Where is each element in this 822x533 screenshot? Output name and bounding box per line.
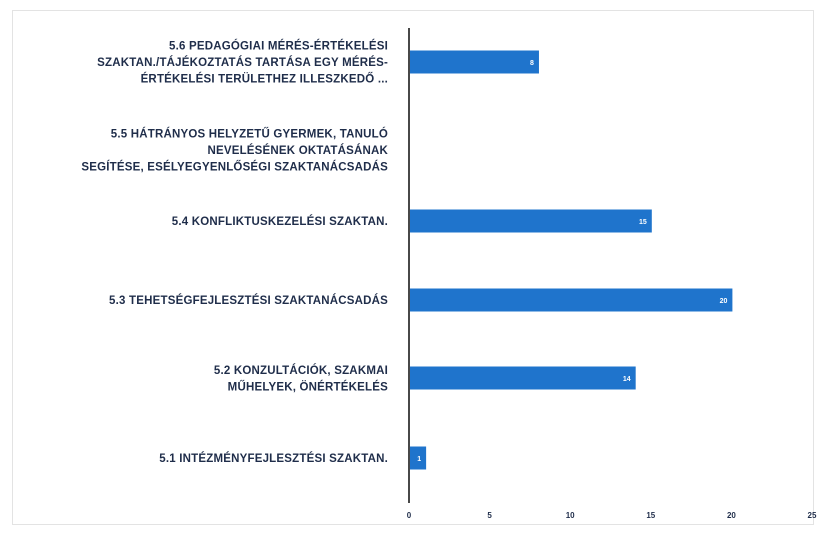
category-label: 5.2 KONZULTÁCIÓK, SZAKMAI MŰHELYEK, ÖNÉRT… bbox=[214, 364, 388, 394]
category-label-line: ÉRTÉKELÉSI TERÜLETHEZ ILLESZKEDŐ ... bbox=[141, 73, 388, 86]
x-tick-label: 15 bbox=[646, 511, 655, 520]
category-label: 5.1 INTÉZMÉNYFEJLESZTÉSI SZAKTAN. bbox=[159, 452, 388, 465]
category-label: 5.4 KONFLIKTUSKEZELÉSI SZAKTAN. bbox=[172, 215, 388, 228]
category-label-line: 5.4 KONFLIKTUSKEZELÉSI SZAKTAN. bbox=[172, 215, 388, 228]
category-label-line: 5.6 PEDAGÓGIAI MÉRÉS-ÉRTÉKELÉSI bbox=[169, 40, 388, 53]
category-labels: 5.6 PEDAGÓGIAI MÉRÉS-ÉRTÉKELÉSI SZAKTAN./… bbox=[81, 40, 388, 466]
bars bbox=[410, 50, 733, 470]
category-label-line: 5.5 HÁTRÁNYOS HELYZETŰ GYERMEK, TANULÓ bbox=[111, 128, 388, 141]
data-labels: 8 15 20 14 1 bbox=[417, 60, 727, 463]
category-label-line: 5.2 KONZULTÁCIÓK, SZAKMAI bbox=[214, 364, 388, 377]
category-label: 5.3 TEHETSÉGFEJLESZTÉSI SZAKTANÁCSADÁS bbox=[109, 294, 388, 307]
x-tick-label: 0 bbox=[407, 511, 412, 520]
category-label-line: MŰHELYEK, ÖNÉRTÉKELÉS bbox=[228, 380, 388, 393]
bar-value-label: 14 bbox=[623, 376, 631, 383]
bar bbox=[410, 288, 733, 312]
category-label-line: SZAKTAN./TÁJÉKOZTATÁS TARTÁSA EGY MÉRÉS- bbox=[97, 56, 388, 69]
category-label-line: 5.1 INTÉZMÉNYFEJLESZTÉSI SZAKTAN. bbox=[159, 452, 388, 465]
category-label: 5.6 PEDAGÓGIAI MÉRÉS-ÉRTÉKELÉSI SZAKTAN./… bbox=[97, 40, 388, 86]
chart-border bbox=[12, 10, 814, 525]
x-tick-label: 10 bbox=[566, 511, 575, 520]
x-tick-label: 25 bbox=[808, 511, 817, 520]
category-label: 5.5 HÁTRÁNYOS HELYZETŰ GYERMEK, TANULÓ NE… bbox=[81, 128, 388, 174]
x-tick-label: 5 bbox=[487, 511, 492, 520]
bar-value-label: 1 bbox=[417, 456, 421, 463]
bar bbox=[410, 209, 652, 233]
category-label-line: 5.3 TEHETSÉGFEJLESZTÉSI SZAKTANÁCSADÁS bbox=[109, 294, 388, 307]
bar-value-label: 15 bbox=[639, 219, 647, 226]
x-tick-label: 20 bbox=[727, 511, 736, 520]
category-label-line: NEVELÉSÉNEK OKTATÁSÁNAK bbox=[207, 144, 388, 157]
x-tick-labels: 0 5 10 15 20 25 bbox=[407, 511, 817, 520]
bar bbox=[410, 366, 636, 390]
bar-value-label: 20 bbox=[720, 298, 728, 305]
bar-value-label: 8 bbox=[530, 60, 534, 67]
bar bbox=[410, 50, 539, 74]
bar bbox=[410, 446, 427, 470]
category-label-line: SEGÍTÉSE, ESÉLYEGYENLŐSÉGI SZAKTANÁCSADÁ… bbox=[81, 161, 388, 174]
